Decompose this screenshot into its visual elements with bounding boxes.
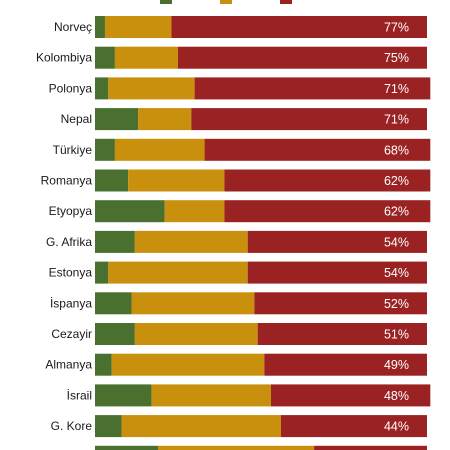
bar-segment-1 <box>131 292 255 315</box>
data-label: 71% <box>384 82 409 96</box>
bar-segment-1 <box>158 445 315 450</box>
bar-segment-0 <box>95 138 115 161</box>
bar-segment-1 <box>108 77 195 100</box>
data-label: 49% <box>384 358 409 372</box>
labels-group: Norveç 77% Kolombiya 75% Polonya 71% Nepal 71% T… <box>36 20 409 450</box>
data-label: 54% <box>384 266 409 280</box>
bar-segment-0 <box>95 169 129 192</box>
bar-segment-1 <box>151 384 271 407</box>
data-label: 77% <box>384 21 409 35</box>
category-label: Almanya <box>45 358 92 372</box>
category-label: Cezayir <box>51 327 92 341</box>
bar-segment-2 <box>194 77 431 100</box>
category-label: G. Afrika <box>46 235 92 249</box>
legend <box>160 0 292 4</box>
category-label: Kolombiya <box>36 51 92 65</box>
category-label: İspanya <box>50 296 92 310</box>
bar-segment-1 <box>111 353 265 376</box>
bar-segment-0 <box>95 46 115 69</box>
data-label: 62% <box>384 174 409 188</box>
category-label: Polonya <box>49 81 93 95</box>
bar-segment-1 <box>128 169 225 192</box>
bar-segment-1 <box>104 16 172 38</box>
legend-swatch-2 <box>280 0 292 4</box>
bar-segment-2 <box>178 46 427 69</box>
data-label: 52% <box>384 297 409 311</box>
bar-segment-0 <box>95 445 159 450</box>
data-label: 68% <box>384 143 409 157</box>
category-label: Türkiye <box>53 143 93 157</box>
bar-segment-0 <box>95 384 152 407</box>
bar-segment-2 <box>224 169 431 192</box>
category-label: Romanya <box>41 174 93 188</box>
category-label: G. Kore <box>51 419 93 433</box>
bar-segment-0 <box>95 16 105 38</box>
data-label: 62% <box>384 205 409 219</box>
bar-segment-0 <box>95 77 109 100</box>
bar-segment-1 <box>114 46 178 69</box>
bar-segment-2 <box>247 230 427 253</box>
bar-segment-1 <box>164 200 225 223</box>
bar-segment-0 <box>95 200 165 223</box>
bar-segment-0 <box>95 261 109 284</box>
bar-segment-0 <box>95 353 112 376</box>
bar-segment-2 <box>280 415 427 438</box>
bar-segment-0 <box>95 415 122 438</box>
bar-segment-2 <box>257 323 427 345</box>
bar-segment-2 <box>204 138 431 161</box>
category-label: Estonya <box>49 266 93 280</box>
category-label: İsrail <box>67 388 92 402</box>
bar-segment-1 <box>108 261 248 284</box>
bar-segment-1 <box>121 415 281 438</box>
bar-segment-0 <box>95 230 135 253</box>
data-label: 44% <box>384 420 409 434</box>
bar-segment-1 <box>134 230 248 253</box>
data-label: 71% <box>384 113 409 127</box>
bar-segment-2 <box>247 261 427 284</box>
legend-swatch-1 <box>220 0 232 4</box>
bar-segment-2 <box>314 445 427 450</box>
data-label: 48% <box>384 389 409 403</box>
bar-segment-2 <box>264 353 427 376</box>
data-label: 75% <box>384 51 409 65</box>
bar-segment-2 <box>254 292 427 315</box>
bars-group <box>95 16 431 450</box>
bar-segment-0 <box>95 292 132 315</box>
category-label: Etyopya <box>49 204 93 218</box>
category-label: Norveç <box>54 20 92 34</box>
legend-swatch-0 <box>160 0 172 4</box>
bar-segment-0 <box>95 323 135 345</box>
bar-segment-1 <box>138 108 192 131</box>
bar-segment-2 <box>270 384 431 407</box>
data-label: 54% <box>384 235 409 249</box>
bar-segment-0 <box>95 108 139 131</box>
bar-segment-1 <box>114 138 205 161</box>
bar-segment-1 <box>134 323 258 345</box>
bar-segment-2 <box>224 200 431 223</box>
category-label: Nepal <box>61 112 92 126</box>
bar-segment-2 <box>171 16 427 38</box>
bar-segment-2 <box>191 108 427 131</box>
data-label: 51% <box>384 328 409 342</box>
